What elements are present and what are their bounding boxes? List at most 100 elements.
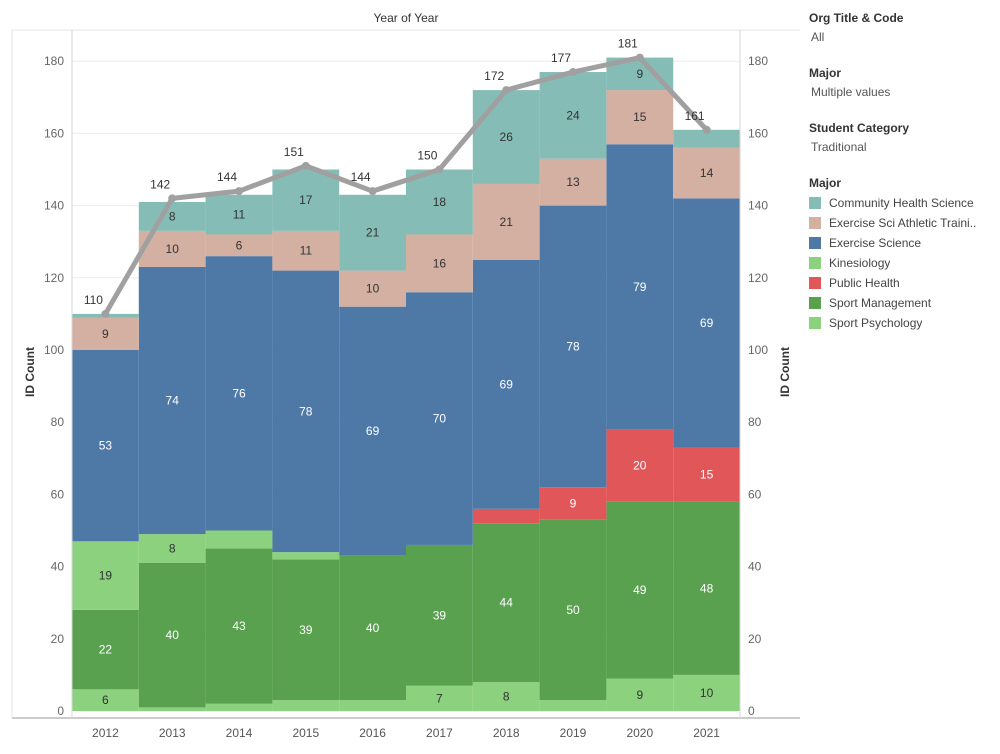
x-tick-label: 2019: [560, 726, 587, 740]
filter-major[interactable]: Major Multiple values: [809, 65, 994, 100]
bar-data-label: 9: [636, 67, 643, 81]
x-tick-label: 2014: [226, 726, 253, 740]
bar-segment: [205, 703, 273, 711]
legend-item[interactable]: Public Health: [809, 273, 994, 293]
y-tick-label-left: 40: [51, 560, 65, 574]
legend-item[interactable]: Community Health Science: [809, 193, 994, 213]
bar-segment: [406, 234, 473, 293]
bar-data-label: 16: [433, 256, 447, 270]
x-tick-label: 2013: [159, 726, 186, 740]
y-tick-label-left: 180: [44, 54, 64, 68]
total-point: [702, 125, 711, 134]
bar-segment: [539, 700, 607, 711]
bar-segment: [138, 201, 206, 231]
y-tick-label-left: 120: [44, 271, 64, 285]
bar-segment: [339, 270, 406, 307]
bar-data-label: 6: [236, 238, 243, 252]
bar-data-label: 11: [233, 208, 246, 222]
bar-data-label: 50: [566, 603, 580, 617]
filter-org-title[interactable]: Org Title & Code All: [809, 10, 994, 45]
y-tick-label-left: 100: [44, 343, 64, 357]
bar-data-label: 74: [166, 394, 180, 408]
bar-segment: [539, 519, 607, 701]
bar-segment: [339, 700, 406, 711]
bar-segment: [205, 256, 273, 531]
total-data-label: 142: [150, 177, 170, 191]
legend-title: Major: [809, 176, 842, 190]
bar-data-label: 7: [436, 691, 443, 705]
bar-segment: [72, 317, 139, 350]
legend-item[interactable]: Sport Management: [809, 293, 994, 313]
total-data-label: 150: [417, 149, 437, 163]
legend-item[interactable]: Kinesiology: [809, 253, 994, 273]
bar-segment: [673, 129, 740, 148]
y-axis-label-left: ID Count: [23, 347, 37, 397]
legend-item[interactable]: Sport Psychology: [809, 313, 994, 333]
bar-data-label: 6: [102, 693, 109, 707]
bar-data-label: 49: [633, 583, 647, 597]
bar-segment: [272, 700, 340, 711]
bar-data-label: 8: [169, 209, 176, 223]
bar-data-label: 78: [566, 339, 580, 353]
y-tick-label-left: 20: [51, 632, 65, 646]
legend-swatch: [809, 317, 821, 329]
x-tick-label: 2015: [292, 726, 319, 740]
bar-segment: [272, 270, 340, 553]
bar-data-label: 79: [633, 280, 647, 294]
bar-data-label: 10: [166, 242, 180, 256]
filter-value[interactable]: All: [811, 30, 825, 44]
bar-data-label: 69: [500, 377, 514, 391]
chart-area: Year of Year ID Count ID Count 6 7 8 9 10 22 4…: [11, 11, 800, 740]
total-point: [368, 187, 377, 196]
legend-label: Sport Psychology: [829, 316, 923, 330]
total-line: [102, 55, 710, 317]
filter-student-category[interactable]: Student Category Traditional: [809, 120, 994, 155]
filter-value[interactable]: Traditional: [811, 140, 867, 154]
bar-segment: [673, 147, 740, 199]
bar-segment: [673, 198, 740, 448]
bar-segment: [606, 144, 674, 430]
total-data-label: 181: [618, 37, 638, 51]
total-point: [168, 194, 177, 203]
legend-swatch: [809, 277, 821, 289]
bar-data-label: 24: [566, 108, 580, 122]
legend-label: Community Health Science: [829, 196, 974, 210]
y-tick-label-right: 160: [748, 126, 768, 140]
legend-swatch: [809, 217, 821, 229]
total-point: [635, 53, 644, 62]
total-data-label: 144: [351, 170, 371, 184]
bar-data-label: 53: [99, 439, 113, 453]
bar-segment: [472, 523, 540, 683]
bar-segment: [138, 562, 206, 708]
bar-segment: [272, 559, 340, 701]
bar-segment: [673, 674, 740, 711]
bar-data-label: 39: [299, 623, 313, 637]
filter-title: Student Category: [809, 121, 910, 135]
y-tick-label-right: 60: [748, 487, 762, 501]
bar-segment: [472, 259, 540, 509]
bar-data-label: 69: [700, 316, 714, 330]
bar-data-label: 15: [633, 110, 647, 124]
bar-data-label: 19: [99, 569, 113, 583]
bar-segment: [539, 158, 607, 206]
filter-value[interactable]: Multiple values: [811, 85, 891, 99]
bar-data-label: 40: [166, 628, 180, 642]
legend-item[interactable]: Exercise Science: [809, 233, 994, 253]
total-point: [101, 309, 110, 318]
bar-data-label: 21: [500, 215, 514, 229]
bar-data-label: 43: [232, 619, 246, 633]
bar-data-label: 18: [433, 195, 447, 209]
bar-segment: [606, 429, 674, 502]
legend-item[interactable]: Exercise Sci Athletic Traini..: [809, 213, 994, 233]
y-tick-label-right: 0: [748, 704, 755, 718]
bar-segment: [406, 544, 473, 686]
bars-layer: [72, 57, 740, 711]
total-point: [301, 161, 310, 170]
total-point: [235, 187, 243, 196]
bar-segment: [72, 689, 139, 711]
x-tick-label: 2020: [626, 726, 653, 740]
bar-segment: [339, 555, 406, 701]
bar-data-label: 15: [700, 468, 714, 482]
side-panel: Org Title & Code All Major Multiple valu…: [809, 10, 994, 333]
